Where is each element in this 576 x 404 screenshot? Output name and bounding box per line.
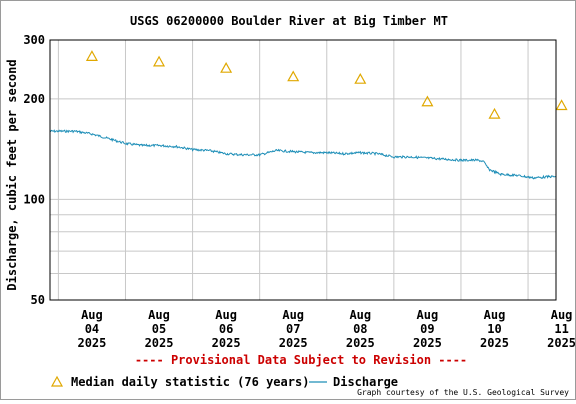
grid xyxy=(50,39,556,301)
y-tick-label: 50 xyxy=(31,293,45,307)
x-tick-text: 05 xyxy=(152,322,166,336)
x-tick-text: 2025 xyxy=(547,336,575,350)
x-tick-text: Aug xyxy=(484,308,506,322)
x-tick-text: Aug xyxy=(349,308,371,322)
y-tick-label: 200 xyxy=(23,92,45,106)
median-point-triangle xyxy=(287,70,300,82)
legend: Median daily statistic (76 years) Discha… xyxy=(50,375,398,389)
y-axis-ticks: 300 200 100 50 xyxy=(23,33,45,307)
x-tick-text: Aug xyxy=(81,308,103,322)
legend-discharge-label: Discharge xyxy=(333,375,398,389)
median-point-triangle xyxy=(488,107,501,119)
x-tick-text: 2025 xyxy=(413,336,442,350)
median-point-triangle xyxy=(421,95,434,107)
x-tick-text: 10 xyxy=(487,322,501,336)
x-tick-text: 2025 xyxy=(480,336,509,350)
x-tick-text: Aug xyxy=(148,308,170,322)
x-tick-text: Aug xyxy=(282,308,304,322)
median-point-triangle xyxy=(354,72,367,84)
x-tick-text: 09 xyxy=(420,322,434,336)
x-tick-text: Aug xyxy=(215,308,237,322)
y-tick-label: 300 xyxy=(23,33,45,47)
x-tick-text: 07 xyxy=(286,322,300,336)
median-point-triangle xyxy=(153,55,166,67)
median-point-triangle xyxy=(555,99,568,111)
legend-median-label: Median daily statistic (76 years) xyxy=(71,375,309,389)
median-point-triangle xyxy=(85,50,98,61)
x-tick-text: Aug xyxy=(417,308,439,322)
series-layer xyxy=(49,50,568,180)
x-tick-text: Aug xyxy=(551,308,573,322)
y-axis-label: Discharge, cubic feet per second xyxy=(5,59,19,290)
x-axis-ticks: Aug042025Aug052025Aug062025Aug072025Aug0… xyxy=(77,308,576,350)
median-point-triangle xyxy=(220,61,233,73)
x-tick-text: 2025 xyxy=(212,336,241,350)
x-tick-text: 11 xyxy=(554,322,568,336)
x-tick-text: 06 xyxy=(219,322,233,336)
y-tick-label: 100 xyxy=(23,192,45,206)
provisional-notice: ---- Provisional Data Subject to Revisio… xyxy=(135,353,467,367)
x-tick-text: 04 xyxy=(85,322,99,336)
x-tick-text: 08 xyxy=(353,322,367,336)
x-tick-text: 2025 xyxy=(145,336,174,350)
plot-border xyxy=(49,39,557,301)
x-tick-text: 2025 xyxy=(77,336,106,350)
chart-title: USGS 06200000 Boulder River at Big Timbe… xyxy=(130,14,448,28)
discharge-series-line xyxy=(49,129,556,180)
credit-text: Graph courtesy of the U.S. Geological Su… xyxy=(357,388,569,397)
x-tick-text: 2025 xyxy=(279,336,308,350)
x-tick-text: 2025 xyxy=(346,336,375,350)
legend-median-triangle-icon xyxy=(50,375,64,387)
